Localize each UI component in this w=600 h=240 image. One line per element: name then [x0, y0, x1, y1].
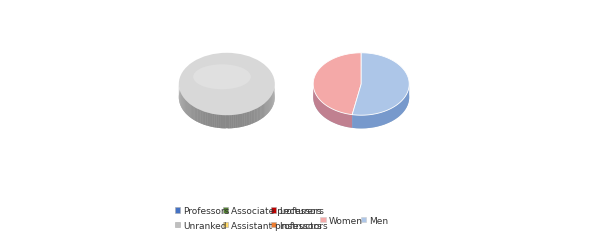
- Bar: [361, 217, 367, 222]
- Polygon shape: [254, 109, 256, 123]
- Polygon shape: [202, 111, 204, 125]
- Polygon shape: [266, 101, 268, 115]
- Polygon shape: [313, 83, 352, 128]
- Text: Women: Women: [329, 217, 362, 226]
- Polygon shape: [194, 107, 196, 121]
- Polygon shape: [188, 102, 190, 117]
- Polygon shape: [264, 102, 265, 117]
- Ellipse shape: [193, 64, 251, 89]
- Polygon shape: [193, 106, 194, 120]
- Bar: [271, 222, 277, 227]
- Polygon shape: [200, 110, 202, 124]
- Polygon shape: [256, 108, 257, 122]
- Bar: [223, 222, 229, 227]
- Polygon shape: [352, 83, 409, 128]
- Polygon shape: [271, 95, 272, 109]
- Polygon shape: [218, 115, 220, 128]
- Polygon shape: [181, 94, 182, 108]
- Ellipse shape: [313, 66, 409, 128]
- Text: Associate professors: Associate professors: [232, 207, 324, 216]
- Polygon shape: [191, 104, 192, 119]
- Polygon shape: [215, 114, 217, 128]
- Polygon shape: [248, 111, 250, 125]
- Polygon shape: [220, 115, 222, 128]
- Polygon shape: [253, 109, 254, 123]
- Polygon shape: [245, 113, 246, 126]
- Polygon shape: [206, 112, 208, 126]
- Polygon shape: [185, 99, 186, 114]
- Polygon shape: [235, 114, 237, 128]
- Polygon shape: [352, 53, 409, 115]
- Polygon shape: [246, 112, 248, 126]
- Polygon shape: [257, 107, 259, 121]
- Ellipse shape: [179, 66, 275, 128]
- Bar: [271, 207, 277, 213]
- Polygon shape: [192, 105, 193, 120]
- Polygon shape: [186, 101, 187, 115]
- Polygon shape: [262, 104, 263, 119]
- Bar: [175, 207, 181, 213]
- Text: Assistant professors: Assistant professors: [232, 222, 322, 231]
- Polygon shape: [269, 97, 270, 112]
- Polygon shape: [232, 115, 233, 128]
- Polygon shape: [184, 98, 185, 113]
- Polygon shape: [251, 110, 253, 124]
- Text: Professors: Professors: [184, 207, 230, 216]
- Bar: [223, 207, 229, 213]
- Polygon shape: [190, 103, 191, 118]
- Text: Instructors: Instructors: [280, 222, 328, 231]
- Text: Men: Men: [370, 217, 388, 226]
- Polygon shape: [182, 96, 184, 110]
- Polygon shape: [196, 108, 197, 122]
- Polygon shape: [230, 115, 232, 128]
- Polygon shape: [226, 115, 228, 128]
- Polygon shape: [237, 114, 239, 128]
- Polygon shape: [211, 114, 212, 127]
- Polygon shape: [222, 115, 224, 128]
- Polygon shape: [187, 102, 188, 116]
- Text: Unranked: Unranked: [184, 222, 227, 231]
- Text: Lecturers: Lecturers: [280, 207, 322, 216]
- Polygon shape: [263, 103, 264, 118]
- Ellipse shape: [179, 53, 275, 115]
- Polygon shape: [313, 53, 361, 115]
- Polygon shape: [259, 106, 260, 120]
- Polygon shape: [204, 111, 206, 125]
- Polygon shape: [209, 113, 211, 127]
- Polygon shape: [268, 99, 269, 114]
- Polygon shape: [228, 115, 230, 128]
- Polygon shape: [217, 114, 218, 128]
- Polygon shape: [241, 114, 243, 127]
- Polygon shape: [233, 115, 235, 128]
- Polygon shape: [208, 113, 209, 126]
- Polygon shape: [243, 113, 245, 127]
- Polygon shape: [197, 109, 199, 123]
- Polygon shape: [270, 96, 271, 110]
- Polygon shape: [212, 114, 215, 127]
- Bar: [320, 217, 326, 222]
- Polygon shape: [199, 109, 200, 123]
- Polygon shape: [224, 115, 226, 128]
- Polygon shape: [260, 105, 262, 120]
- Polygon shape: [239, 114, 241, 127]
- Polygon shape: [265, 102, 266, 116]
- Bar: [175, 222, 181, 227]
- Polygon shape: [250, 111, 251, 125]
